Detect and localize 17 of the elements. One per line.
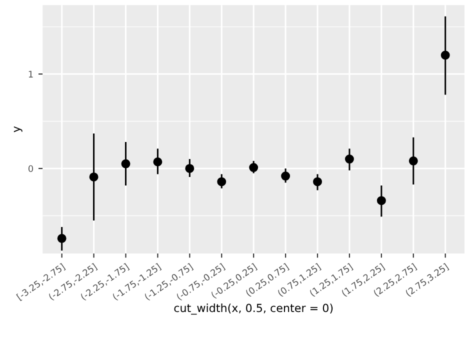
point <box>281 172 290 181</box>
point <box>440 50 450 60</box>
point <box>57 234 66 243</box>
point <box>89 172 98 182</box>
y-tick-label: 1 <box>28 70 33 78</box>
point <box>344 154 354 164</box>
point <box>153 157 162 166</box>
x-axis-title: cut_width(x, 0.5, center = 0) <box>174 304 333 315</box>
point <box>217 177 226 186</box>
point <box>121 159 130 168</box>
y-axis-title: y <box>14 126 22 132</box>
point <box>249 163 258 172</box>
point <box>376 196 386 206</box>
point <box>185 164 194 173</box>
point <box>313 177 322 186</box>
point <box>408 156 418 166</box>
y-tick-label: 0 <box>28 165 34 172</box>
